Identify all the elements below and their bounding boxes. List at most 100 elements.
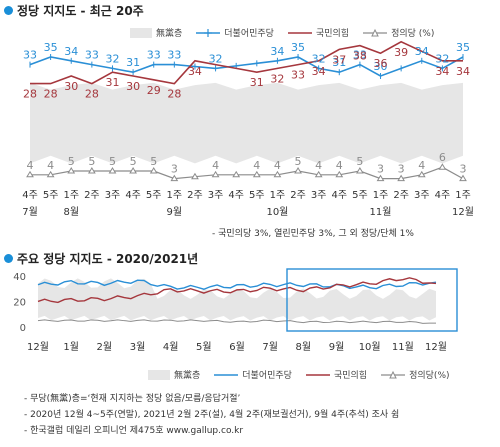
x-tick-label: 5주 bbox=[352, 190, 368, 201]
data-label: 36 bbox=[374, 57, 388, 70]
data-label: 5 bbox=[88, 155, 95, 168]
month-label: 11월 bbox=[370, 206, 392, 218]
point-marker bbox=[211, 170, 220, 178]
x-tick-label: 2월 bbox=[97, 341, 113, 353]
series-line-0 bbox=[37, 279, 437, 290]
legend-item-justice: 정의당(%) bbox=[381, 368, 450, 381]
x-tick-label: 1주 bbox=[270, 190, 286, 201]
data-label: 32 bbox=[270, 72, 284, 85]
gray-line-swatch-icon bbox=[363, 28, 388, 36]
x-tick-label: 10월 bbox=[359, 341, 381, 353]
bullet-dot-icon bbox=[4, 6, 13, 15]
x-tick-label: 5주 bbox=[249, 190, 265, 201]
point-marker bbox=[438, 163, 447, 170]
data-label: 32 bbox=[209, 52, 223, 65]
data-label: 35 bbox=[456, 41, 470, 54]
point-marker bbox=[417, 170, 426, 178]
data-label: 34 bbox=[64, 45, 78, 58]
data-label: 32 bbox=[435, 52, 449, 65]
chart2-plot: 0 20 40 12월 1월 2월 3월 4월 5월 6월 7월 8월 9월 10월 11월 12월 bbox=[13, 268, 458, 353]
y-tick-label: 0 bbox=[20, 323, 26, 334]
x-tick-label: 12월 bbox=[425, 341, 447, 353]
x-tick-label: 4주 bbox=[22, 190, 38, 201]
data-label: 4 bbox=[47, 159, 54, 172]
nonpartisan-area bbox=[30, 82, 463, 164]
data-label: 4 bbox=[274, 159, 281, 172]
note-nonpartisan-def: - 무당(無黨)층=‘현재 지지하는 정당 없음/모름/응답거절’ bbox=[24, 394, 241, 404]
data-label: 34 bbox=[312, 65, 326, 78]
x-tick-label: 5월 bbox=[196, 341, 212, 353]
data-label: 4 bbox=[336, 159, 343, 172]
data-label: 35 bbox=[44, 41, 58, 54]
data-label: 28 bbox=[44, 88, 58, 101]
series-line-1 bbox=[30, 40, 463, 85]
gray-line-swatch-icon bbox=[381, 370, 406, 378]
data-label: 28 bbox=[85, 88, 99, 101]
data-label: 38 bbox=[353, 50, 367, 63]
data-label: 32 bbox=[105, 52, 119, 65]
legend-item-justice: 정의당 (%) bbox=[363, 26, 434, 39]
y-tick-label: 20 bbox=[13, 297, 26, 308]
x-tick-label: 2주 bbox=[84, 190, 100, 201]
point-marker bbox=[232, 170, 241, 178]
data-label: 34 bbox=[188, 65, 202, 78]
point-marker bbox=[459, 174, 467, 182]
x-tick-label: 1월 bbox=[63, 341, 79, 353]
point-marker bbox=[149, 167, 158, 174]
data-label: 4 bbox=[27, 159, 34, 172]
data-label: 5 bbox=[356, 155, 363, 168]
point-marker bbox=[67, 167, 76, 174]
month-label: 7월 bbox=[22, 206, 38, 218]
x-tick-label: 3주 bbox=[105, 190, 121, 201]
highlight-box bbox=[286, 268, 458, 332]
data-label: 5 bbox=[150, 155, 157, 168]
data-label: 35 bbox=[291, 41, 305, 54]
point-marker bbox=[314, 170, 323, 178]
data-label: 5 bbox=[109, 155, 116, 168]
legend-item-democratic: 더불어민주당 bbox=[214, 368, 292, 381]
x-tick-label: 1주 bbox=[373, 190, 389, 201]
x-tick-label: 1주 bbox=[63, 190, 79, 201]
data-label: 34 bbox=[456, 65, 470, 78]
chart2-legend: 無黨층 더불어민주당 국민의힘 정의당(%) bbox=[148, 368, 450, 381]
x-tick-label: 4월 bbox=[163, 341, 179, 353]
legend-item-democratic: 더불어민주당 bbox=[196, 26, 274, 39]
x-tick-label: 2주 bbox=[290, 190, 306, 201]
month-label: 12월 bbox=[452, 206, 474, 218]
data-label: 5 bbox=[130, 155, 137, 168]
legend-item-ppp: 국민의힘 bbox=[287, 26, 349, 39]
x-tick-label: 3주 bbox=[208, 190, 224, 201]
data-label: 34 bbox=[270, 45, 284, 58]
red-line-swatch-icon bbox=[305, 373, 330, 376]
data-label: 3 bbox=[460, 163, 467, 176]
data-label: 4 bbox=[315, 159, 322, 172]
data-label: 34 bbox=[435, 65, 449, 78]
point-marker bbox=[46, 170, 55, 178]
legend-item-nonpartisan: 無黨층 bbox=[130, 26, 182, 39]
point-marker bbox=[108, 167, 117, 174]
chart2-title: 주요 정당 지지도 - 2020/2021년 bbox=[4, 250, 198, 267]
x-tick-label: 2주 bbox=[187, 190, 203, 201]
chart1-title: 정당 지지도 - 최근 20주 bbox=[4, 2, 144, 19]
x-tick-label: 9월 bbox=[329, 341, 345, 353]
x-tick-label: 4주 bbox=[228, 190, 244, 201]
point-marker bbox=[129, 167, 137, 174]
data-label: 34 bbox=[415, 45, 429, 58]
data-label: 39 bbox=[394, 46, 408, 59]
blue-line-swatch-icon bbox=[214, 373, 239, 376]
point-marker bbox=[170, 174, 179, 182]
point-marker bbox=[87, 167, 96, 174]
red-line-swatch-icon bbox=[287, 31, 312, 34]
x-tick-label: 5주 bbox=[146, 190, 162, 201]
data-label: 33 bbox=[167, 49, 181, 62]
data-label: 33 bbox=[291, 69, 305, 82]
nonpartisan-area bbox=[38, 278, 436, 321]
x-tick-label: 12월 bbox=[27, 341, 49, 353]
data-label: 30 bbox=[126, 80, 140, 93]
x-tick-label: 8월 bbox=[296, 341, 312, 353]
data-label: 29 bbox=[147, 84, 161, 97]
data-label: 4 bbox=[253, 159, 260, 172]
x-tick-label: 4주 bbox=[125, 190, 141, 201]
x-tick-label: 3주 bbox=[311, 190, 327, 201]
